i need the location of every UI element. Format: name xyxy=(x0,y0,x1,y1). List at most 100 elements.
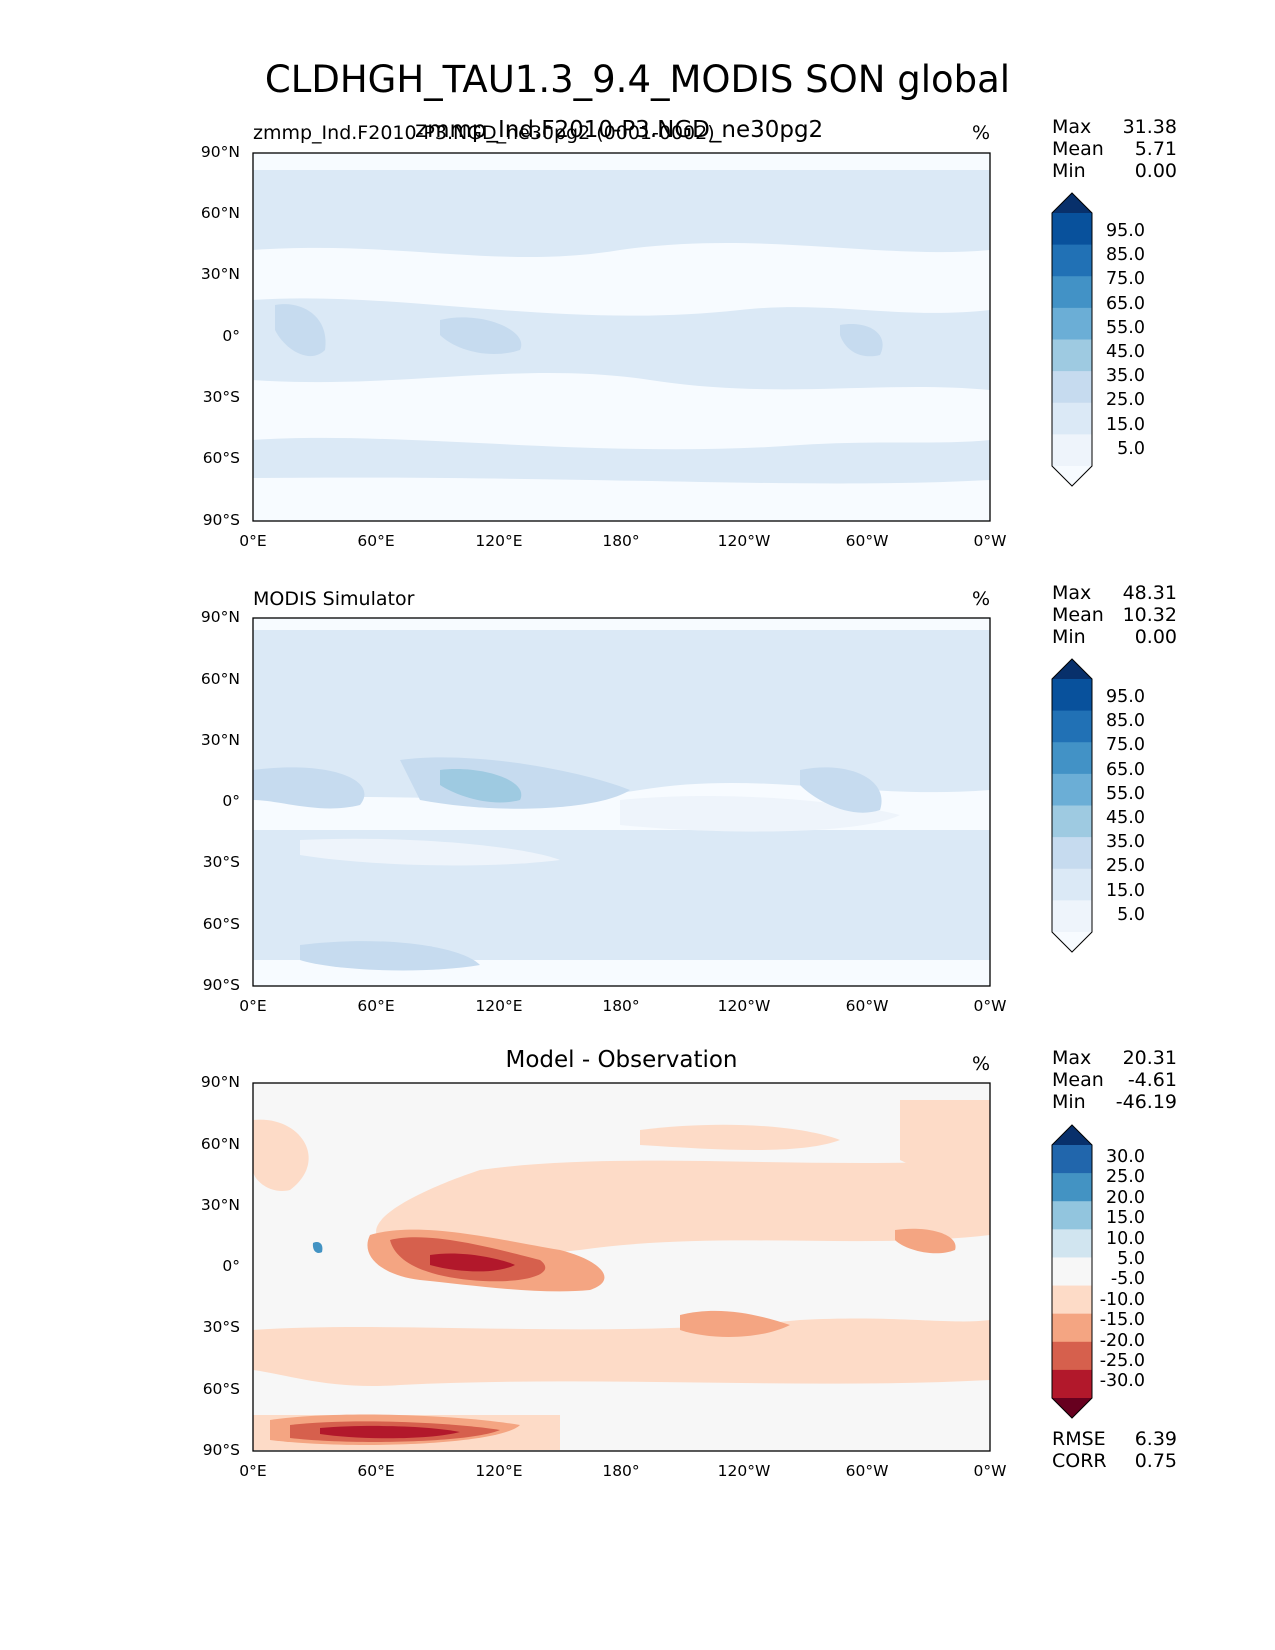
panel-1-lat-tick: 90°N xyxy=(200,143,240,161)
panel-3-min-label: Min xyxy=(1052,1091,1086,1113)
colorbar-tick-label: 15.0 xyxy=(1106,414,1145,435)
colorbar-tick-label: 45.0 xyxy=(1106,808,1145,828)
panel-1-lat-tick: 0° xyxy=(222,327,240,345)
panel-3-lon-tick: 180° xyxy=(602,1462,640,1480)
panel-2-max-label: Max xyxy=(1052,582,1092,604)
panel-3-lat-tick: 30°S xyxy=(202,1318,240,1336)
panel-1-lon-tick: 120°W xyxy=(717,532,771,550)
colorbar-tick-label: -10.0 xyxy=(1099,1289,1145,1310)
colorbar-segment xyxy=(1052,679,1092,712)
panel-3-center-title: Model - Observation xyxy=(505,1047,738,1073)
colorbar-tick-label: -30.0 xyxy=(1099,1371,1145,1392)
panel-3-rmse-label: RMSE xyxy=(1052,1428,1106,1450)
colorbar-segment xyxy=(1052,244,1092,277)
panel-3-lat-tick: 0° xyxy=(222,1257,240,1275)
panel-3-lat-tick: 30°N xyxy=(200,1196,240,1214)
colorbar-segment xyxy=(1052,805,1092,838)
panel-3-lat-tick: 60°S xyxy=(202,1380,240,1398)
colorbar-tick-label: 85.0 xyxy=(1106,711,1145,732)
panel-3-mean-label: Mean xyxy=(1052,1069,1104,1091)
colorbar-tick-label: 95.0 xyxy=(1106,687,1145,707)
panel-2-lon-tick: 60°W xyxy=(845,997,889,1015)
colorbar-segment xyxy=(1052,402,1092,435)
colorbar-tick-label: 5.0 xyxy=(1117,438,1145,459)
panel-2-lon-tick: 120°E xyxy=(475,997,523,1015)
panel-3-lon-tick: 0°W xyxy=(973,1462,1007,1480)
colorbar-segment xyxy=(1052,1341,1092,1371)
panel-3-lat-tick: 90°S xyxy=(202,1441,240,1459)
panel-1-left-title: zmmp_Ind.F2010-P3.NGD_ne30pg2 (0001-0002… xyxy=(253,122,715,144)
colorbar-tick-label: -20.0 xyxy=(1099,1330,1145,1351)
panel-2-max-value: 48.31 xyxy=(1122,582,1177,604)
colorbar-segment xyxy=(1052,213,1092,246)
panel-1-lon-tick: 60°E xyxy=(357,532,395,550)
figure-title: CLDHGH_TAU1.3_9.4_MODIS SON global xyxy=(264,58,1011,101)
panel-2-lat-tick: 30°S xyxy=(202,853,240,871)
colorbar-tick-label: 30.0 xyxy=(1106,1147,1145,1167)
colorbar-segment xyxy=(1052,1201,1092,1230)
colorbar-segment xyxy=(1052,1173,1092,1202)
panel-3-corr-value: 0.75 xyxy=(1134,1450,1177,1472)
panel-3-rmse-value: 6.39 xyxy=(1134,1428,1177,1450)
panel-2-mean-label: Mean xyxy=(1052,604,1104,626)
colorbar-outline xyxy=(1051,1124,1093,1419)
panel-1-max-value: 31.38 xyxy=(1122,116,1177,138)
colorbar-segment xyxy=(1052,1257,1092,1287)
panel-1-lat-tick: 60°N xyxy=(200,204,240,222)
panel-2-lat-tick: 60°S xyxy=(202,915,240,933)
colorbar-segment xyxy=(1052,307,1092,340)
colorbar-tick-label: 55.0 xyxy=(1106,317,1145,338)
panel-3-max-value: 20.31 xyxy=(1122,1047,1177,1069)
panel-2-left-title: MODIS Simulator xyxy=(253,588,415,610)
panel-3-lon-tick: 60°W xyxy=(845,1462,889,1480)
colorbar-bottom-extend xyxy=(1052,1398,1092,1418)
colorbar-outline xyxy=(1051,192,1093,487)
panel-2-lon-tick: 120°W xyxy=(717,997,771,1015)
panel-1-lat-tick: 30°N xyxy=(200,265,240,283)
colorbar-tick-label: 20.0 xyxy=(1106,1187,1145,1208)
panel-2-lon-tick: 0°W xyxy=(973,997,1007,1015)
panel-2-lon-tick: 60°E xyxy=(357,997,395,1015)
colorbar-segment xyxy=(1052,276,1092,309)
colorbar-segment xyxy=(1052,1145,1092,1174)
panel-1-center-title: zmmp_Ind.F2010-P3.NGD_ne30pg2 xyxy=(415,117,824,143)
colorbar-tick-label: -15.0 xyxy=(1099,1310,1145,1331)
colorbar-segment xyxy=(1052,1369,1092,1399)
panel-1-lon-tick: 60°W xyxy=(845,532,889,550)
panel-3-lon-tick: 120°E xyxy=(475,1462,523,1480)
colorbar-segment xyxy=(1052,868,1092,901)
colorbar-segment xyxy=(1052,434,1092,467)
colorbar-tick-label: 25.0 xyxy=(1106,1167,1145,1188)
colorbar-tick-label: -25.0 xyxy=(1099,1351,1145,1371)
panel-1-min-label: Min xyxy=(1052,160,1086,182)
panel-1-lon-tick: 0°W xyxy=(973,532,1007,550)
panel-2-lon-tick: 0°E xyxy=(239,997,267,1015)
colorbar-top-extend xyxy=(1052,659,1092,679)
panel-2-lat-tick: 0° xyxy=(222,792,240,810)
colorbar-tick-label: 5.0 xyxy=(1117,904,1145,925)
colorbar-segment xyxy=(1052,773,1092,806)
panel-1-units: % xyxy=(972,122,991,144)
colorbar-tick-label: 75.0 xyxy=(1106,735,1145,756)
panel-2-lat-tick: 90°N xyxy=(200,608,240,626)
panel-3-lon-tick: 0°E xyxy=(239,1462,267,1480)
colorbar-segment xyxy=(1052,837,1092,870)
panel-1-min-value: 0.00 xyxy=(1134,160,1177,182)
colorbar-tick-label: 25.0 xyxy=(1106,390,1145,411)
panel-1-mean-label: Mean xyxy=(1052,138,1104,160)
colorbar-tick-label: 55.0 xyxy=(1106,783,1145,804)
panel-1-lat-tick: 30°S xyxy=(202,388,240,406)
colorbar-tick-label: 5.0 xyxy=(1117,1249,1145,1269)
panel-2-lon-tick: 180° xyxy=(602,997,640,1015)
colorbar-top-extend xyxy=(1052,1125,1092,1145)
panel-3-lat-tick: 90°N xyxy=(200,1073,240,1091)
colorbar-tick-label: 25.0 xyxy=(1106,856,1145,877)
colorbar-top-extend xyxy=(1052,193,1092,213)
colorbar-tick-label: 75.0 xyxy=(1106,269,1145,290)
panel-1-lon-tick: 180° xyxy=(602,532,640,550)
panel-3-lon-tick: 120°W xyxy=(717,1462,771,1480)
colorbar-segment xyxy=(1052,710,1092,743)
